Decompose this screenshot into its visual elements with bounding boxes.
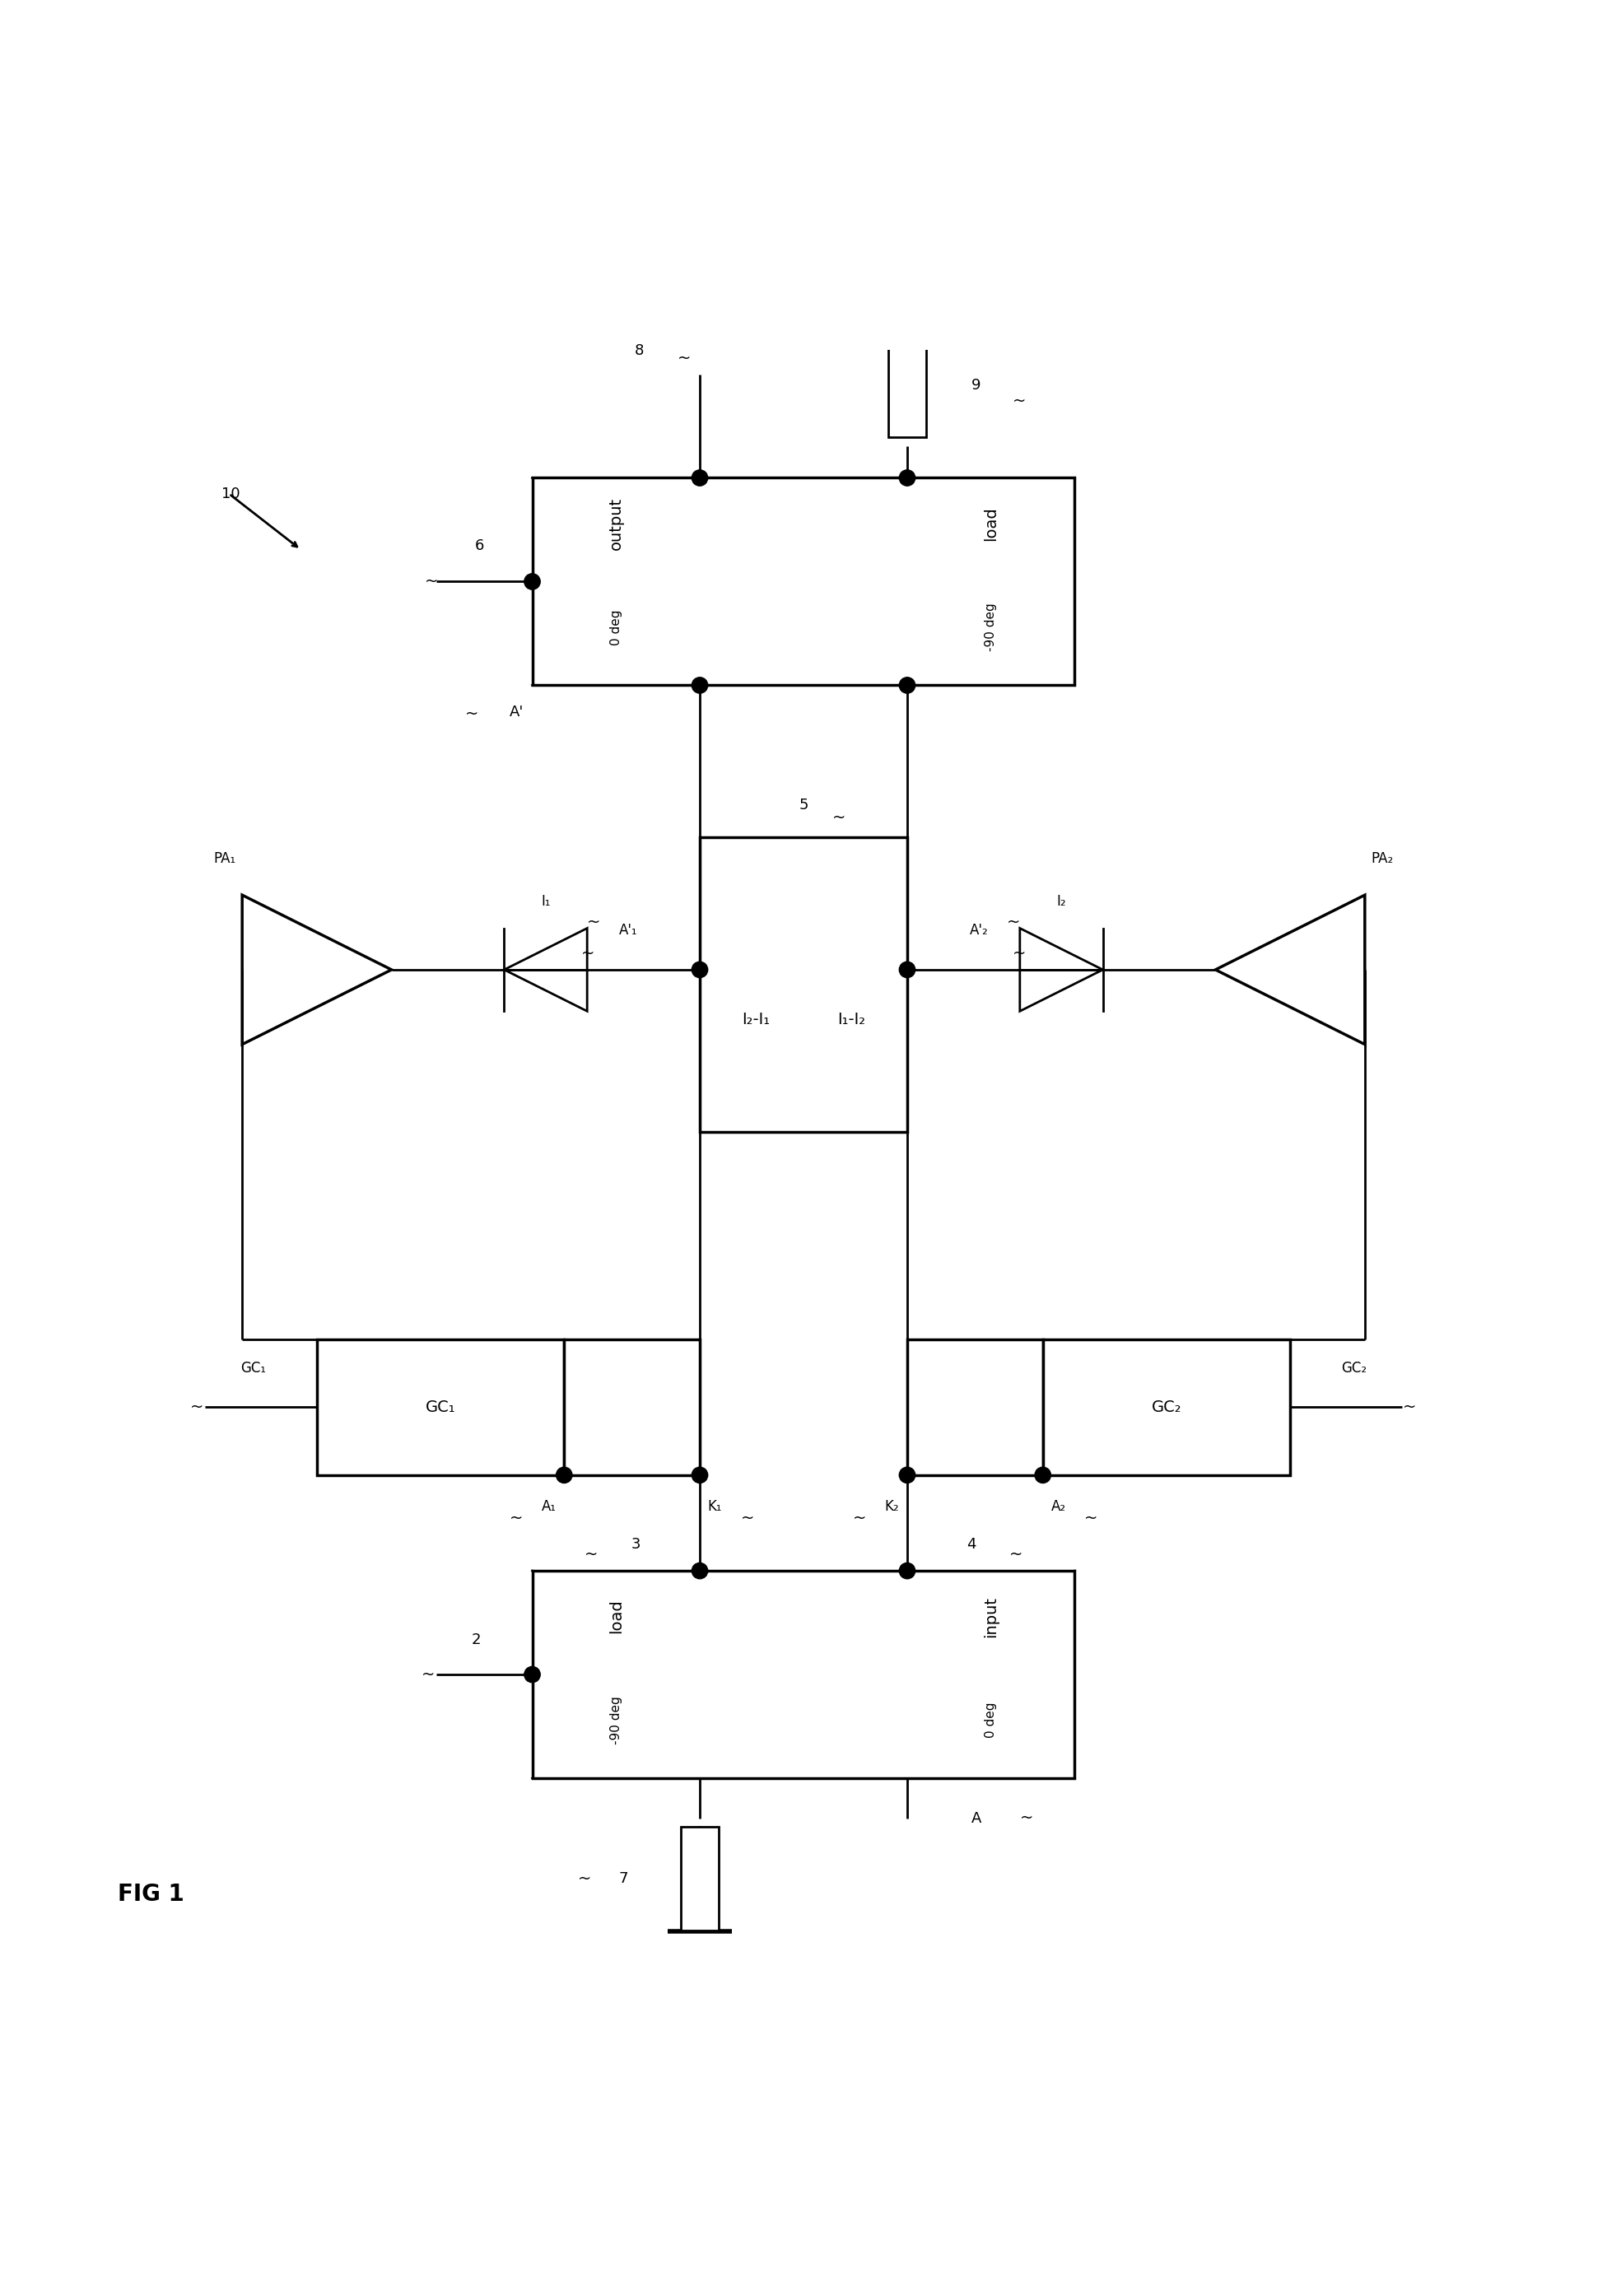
- Text: FIG 1: FIG 1: [117, 1883, 183, 1906]
- Text: ~: ~: [1085, 1511, 1098, 1527]
- Text: PA₂: PA₂: [1371, 852, 1393, 866]
- Text: ~: ~: [579, 1871, 591, 1887]
- Bar: [699, 836, 908, 1132]
- Text: GC₂: GC₂: [1151, 1401, 1181, 1414]
- Bar: [317, 1339, 564, 1474]
- Text: ~: ~: [677, 351, 691, 365]
- Text: 2: 2: [472, 1632, 480, 1649]
- Text: ~: ~: [1006, 914, 1020, 930]
- Text: ~: ~: [191, 1401, 204, 1414]
- Circle shape: [900, 962, 916, 978]
- Text: GC₁: GC₁: [241, 1362, 265, 1375]
- Text: GC₂: GC₂: [1342, 1362, 1368, 1375]
- Circle shape: [900, 1564, 916, 1580]
- Text: ~: ~: [853, 1511, 866, 1527]
- Text: PA₁: PA₁: [214, 852, 236, 866]
- Text: I₁: I₁: [542, 893, 550, 909]
- Text: 3: 3: [632, 1536, 641, 1552]
- Text: ~: ~: [1403, 1401, 1416, 1414]
- Bar: [1043, 1339, 1290, 1474]
- Text: I₂: I₂: [1056, 893, 1065, 909]
- Circle shape: [900, 677, 916, 693]
- Circle shape: [524, 1667, 540, 1683]
- Text: ~: ~: [832, 810, 845, 827]
- Text: I₂-I₁: I₂-I₁: [742, 1013, 770, 1029]
- Circle shape: [691, 677, 707, 693]
- Text: ~: ~: [1020, 1809, 1033, 1825]
- Text: K₁: K₁: [707, 1499, 722, 1513]
- Text: 5: 5: [799, 799, 808, 813]
- Text: ~: ~: [421, 1667, 435, 1683]
- Text: K₂: K₂: [885, 1499, 900, 1513]
- Text: load: load: [983, 507, 1000, 540]
- Text: A'₁: A'₁: [619, 923, 638, 937]
- Text: A': A': [509, 705, 524, 719]
- Bar: [532, 478, 1075, 684]
- Text: 0 deg: 0 deg: [609, 608, 622, 645]
- Text: ~: ~: [1012, 946, 1025, 962]
- Text: A₂: A₂: [1051, 1499, 1065, 1513]
- Text: ~: ~: [582, 946, 595, 962]
- Text: ~: ~: [1009, 1548, 1022, 1564]
- Text: ~: ~: [424, 574, 439, 590]
- Circle shape: [900, 1467, 916, 1483]
- Circle shape: [691, 471, 707, 487]
- Bar: [908, 1339, 1043, 1474]
- Text: 4: 4: [966, 1536, 975, 1552]
- Text: 0 deg: 0 deg: [985, 1701, 998, 1738]
- Text: input: input: [983, 1596, 1000, 1637]
- Circle shape: [524, 574, 540, 590]
- Text: A: A: [971, 1812, 982, 1825]
- Text: A'₂: A'₂: [969, 923, 988, 937]
- Circle shape: [1035, 1467, 1051, 1483]
- Text: I₁-I₂: I₁-I₂: [837, 1013, 865, 1029]
- Text: ~: ~: [585, 1548, 598, 1564]
- Bar: [681, 1828, 718, 1931]
- Circle shape: [556, 1467, 572, 1483]
- Bar: [889, 333, 926, 436]
- Text: ~: ~: [741, 1511, 754, 1527]
- Circle shape: [691, 1564, 707, 1580]
- Text: 7: 7: [619, 1871, 628, 1885]
- Text: ~: ~: [587, 914, 601, 930]
- Text: GC₁: GC₁: [426, 1401, 456, 1414]
- Text: load: load: [607, 1600, 624, 1635]
- Circle shape: [900, 471, 916, 487]
- Bar: [532, 1570, 1075, 1777]
- Text: A₁: A₁: [542, 1499, 556, 1513]
- Text: ~: ~: [1012, 393, 1025, 409]
- Text: ~: ~: [464, 707, 479, 721]
- Text: 8: 8: [635, 344, 644, 358]
- Text: 6: 6: [476, 537, 484, 553]
- Text: -90 deg: -90 deg: [609, 1697, 622, 1745]
- Text: 10: 10: [222, 487, 239, 501]
- Bar: [564, 1339, 699, 1474]
- Text: output: output: [607, 498, 624, 551]
- Text: -90 deg: -90 deg: [985, 604, 998, 652]
- Text: 9: 9: [971, 379, 980, 393]
- Text: ~: ~: [509, 1511, 522, 1527]
- Circle shape: [691, 1467, 707, 1483]
- Circle shape: [691, 962, 707, 978]
